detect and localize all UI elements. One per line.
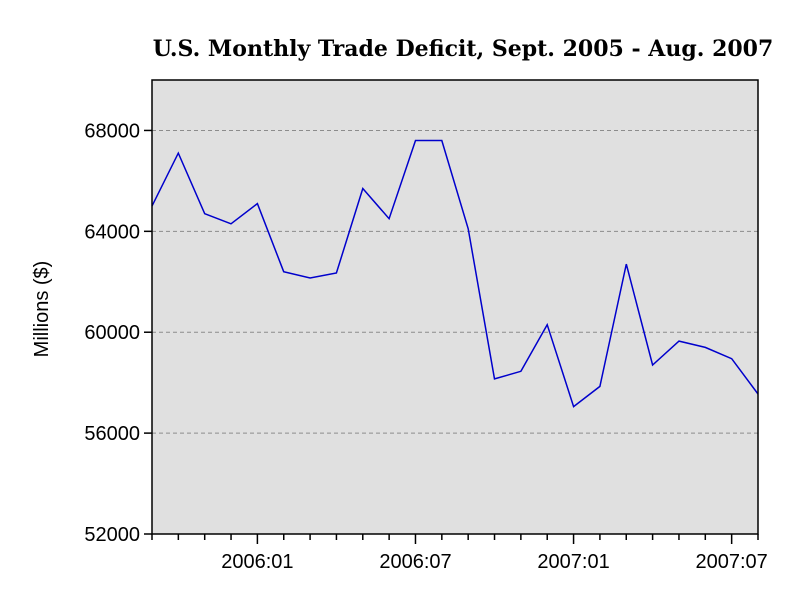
gridlines — [152, 129, 758, 434]
x-tick-label: 2006:07 — [379, 551, 451, 573]
y-tick-label: 56000 — [84, 423, 140, 445]
y-tick-label: 68000 — [84, 120, 140, 142]
y-axis-ticks: 52000 56000 60000 64000 68000 — [84, 120, 152, 546]
y-tick-label: 64000 — [84, 221, 140, 243]
x-tick-label: 2006:01 — [221, 551, 293, 573]
x-tick-label: 2007:01 — [537, 551, 609, 573]
x-axis-ticks: 2006:01 2006:07 2007:01 2007:07 — [151, 534, 768, 573]
x-tick-label: 2007:07 — [696, 551, 768, 573]
y-tick-label: 60000 — [84, 322, 140, 344]
chart-title: U.S. Monthly Trade Deficit, Sept. 2005 -… — [153, 36, 774, 62]
y-axis-label: Millions ($) — [31, 261, 53, 358]
plot-frame — [151, 79, 759, 535]
series-line — [151, 139, 759, 408]
plot-area — [152, 80, 758, 534]
y-tick-label: 52000 — [84, 524, 140, 546]
